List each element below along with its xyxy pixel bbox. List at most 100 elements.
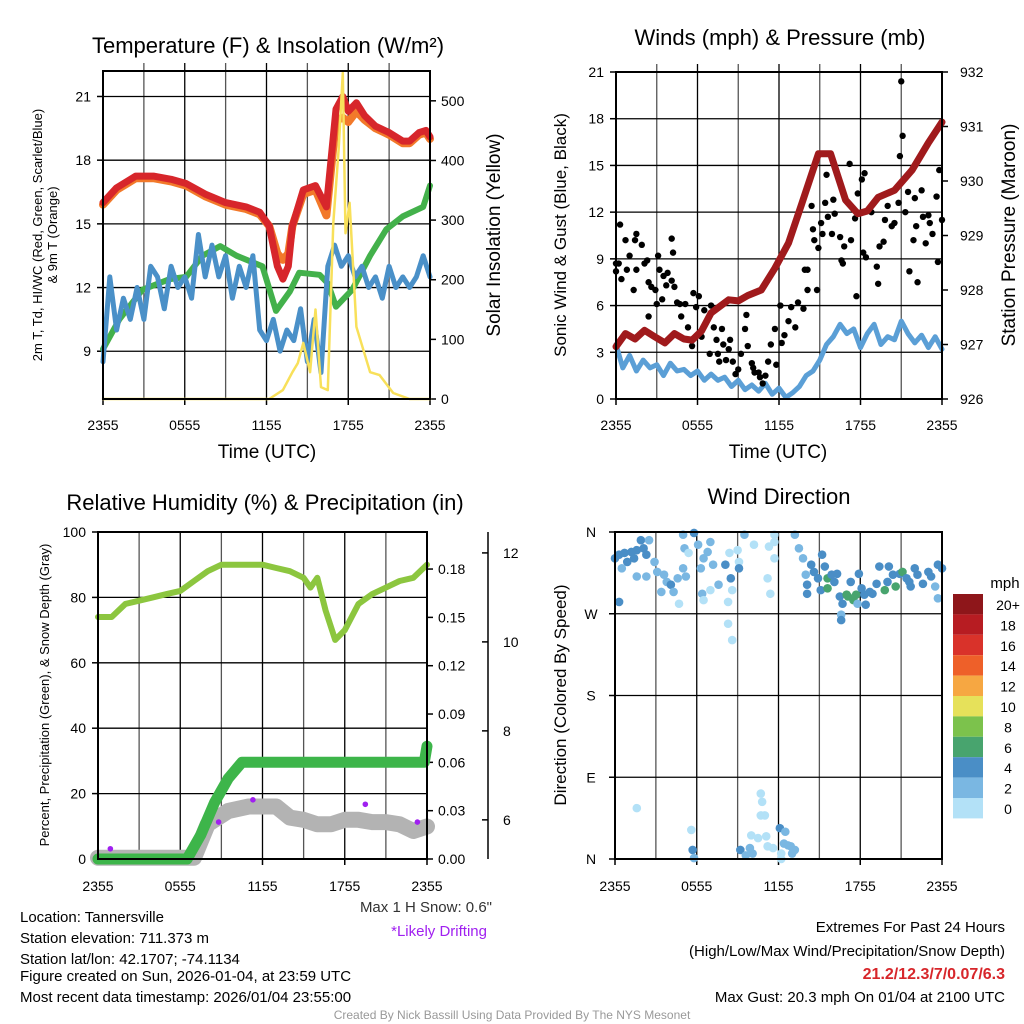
gust-point <box>741 325 749 333</box>
wind-direction-point <box>733 545 742 555</box>
wind-direction-point <box>854 569 864 579</box>
plot-frame <box>615 71 943 400</box>
wind-direction-point <box>836 615 846 625</box>
snow-y-tick-label: 6 <box>503 812 511 828</box>
legend-swatch <box>953 655 983 676</box>
temperature-chart-title: Temperature (F) & Insolation (W/m²) <box>92 33 444 58</box>
gust-point <box>815 244 822 252</box>
wind-direction-point <box>721 560 730 569</box>
gust-point <box>839 260 847 267</box>
y-tick-label: 9 <box>596 251 604 267</box>
gust-point <box>718 325 726 333</box>
snow-y-tick-label: 8 <box>503 723 511 739</box>
wind-direction-point <box>708 560 718 569</box>
wind-direction-point <box>853 599 862 609</box>
right-y-tick-label: 0 <box>441 391 449 407</box>
gust-point <box>623 266 631 273</box>
plot-frame <box>614 531 943 860</box>
gust-point <box>732 370 739 378</box>
humidity-y-axis-label: Percent, Precipitation (Green), & Snow D… <box>37 544 52 847</box>
gust-point <box>819 230 826 238</box>
gust-point <box>792 324 799 331</box>
temperature-y-axis-label-line2: & 9m T (Orange) <box>45 186 60 283</box>
wind-direction-point <box>757 797 767 807</box>
gust-point <box>781 331 788 339</box>
right-y-tick-label: 926 <box>960 391 984 407</box>
legend-swatch <box>953 696 983 717</box>
wind-direction-chart-title: Wind Direction <box>707 484 850 509</box>
gust-point <box>669 249 677 256</box>
wind-direction-point <box>906 582 915 591</box>
station-latlon: Station lat/lon: 42.1707; -74.1134 <box>20 951 240 968</box>
wind-direction-point <box>741 851 751 860</box>
gust-point <box>682 300 689 308</box>
x-tick-label: 0555 <box>682 417 713 433</box>
likely-drifting-annotation: *Likely Drifting <box>391 923 487 940</box>
legend-swatch <box>953 594 983 615</box>
legend-label: 16 <box>1000 638 1016 654</box>
gust-point <box>735 366 742 373</box>
gust-point <box>876 243 883 250</box>
wind-direction-point <box>696 564 706 573</box>
x-tick-label: 1755 <box>845 417 876 433</box>
wind-direction-point <box>851 590 861 599</box>
gust-point <box>726 336 734 344</box>
legend-label: 18 <box>1000 617 1016 633</box>
y-tick-label: 20 <box>70 786 86 802</box>
gust-point <box>695 293 703 300</box>
gust-point <box>729 358 737 365</box>
right-y-tick-label: 100 <box>441 331 465 347</box>
gust-point <box>817 219 825 227</box>
wind-direction-point <box>674 599 684 609</box>
wind-direction-point <box>693 540 703 550</box>
gust-point <box>808 202 815 210</box>
gust-point <box>706 350 713 358</box>
legend-label: 14 <box>1000 658 1016 674</box>
gust-point <box>656 266 663 273</box>
gust-point <box>722 356 730 364</box>
y-tick-label: 100 <box>63 524 87 540</box>
wind-direction-point <box>749 540 759 550</box>
gust-point <box>707 302 715 309</box>
gust-point <box>762 372 769 379</box>
gust-point <box>911 194 919 202</box>
legend-swatch <box>953 716 983 737</box>
wind-direction-point <box>678 564 688 573</box>
x-tick-label: 1155 <box>764 417 794 433</box>
right-y-tick-label: 0.18 <box>438 561 465 577</box>
right-y-tick-label: 300 <box>441 212 465 228</box>
figure-created: Figure created on Sun, 2026-01-04, at 23… <box>20 968 352 985</box>
right-y-tick-label: 500 <box>441 93 465 109</box>
likely-drifting-point <box>362 801 369 808</box>
wind-direction-point <box>748 849 757 858</box>
gust-point <box>918 187 925 194</box>
x-tick-label: 1155 <box>763 878 793 894</box>
gust-point <box>615 260 622 267</box>
y-tick-label: 18 <box>588 111 604 127</box>
y-tick-label: W <box>584 606 598 622</box>
gust-point <box>692 303 700 311</box>
gust-point <box>676 300 684 308</box>
gust-point <box>653 300 660 308</box>
y-tick-label: 60 <box>70 655 86 671</box>
wind-direction-point <box>699 595 708 605</box>
gust-point <box>716 358 723 365</box>
gust-point <box>645 279 652 286</box>
wind-direction-point <box>753 833 763 843</box>
gust-point <box>710 324 717 331</box>
wind-direction-point <box>636 535 646 545</box>
wind-direction-point <box>809 567 819 577</box>
wind-direction-point <box>794 544 804 553</box>
solar-y-axis-label: Solar Insolation (Yellow) <box>484 133 505 336</box>
right-y-tick-label: 932 <box>960 64 984 80</box>
y-tick-label: 3 <box>596 344 604 360</box>
extremes-values: 21.2/12.3/7/0.07/6.3 <box>862 966 1005 983</box>
gust-point <box>861 170 868 177</box>
wind-direction-point <box>666 580 676 589</box>
gust-point <box>743 311 750 319</box>
y-tick-label: N <box>586 851 596 867</box>
wind-direction-point <box>861 600 870 609</box>
plot-frame <box>97 531 428 860</box>
right-y-tick-label: 930 <box>960 173 984 189</box>
